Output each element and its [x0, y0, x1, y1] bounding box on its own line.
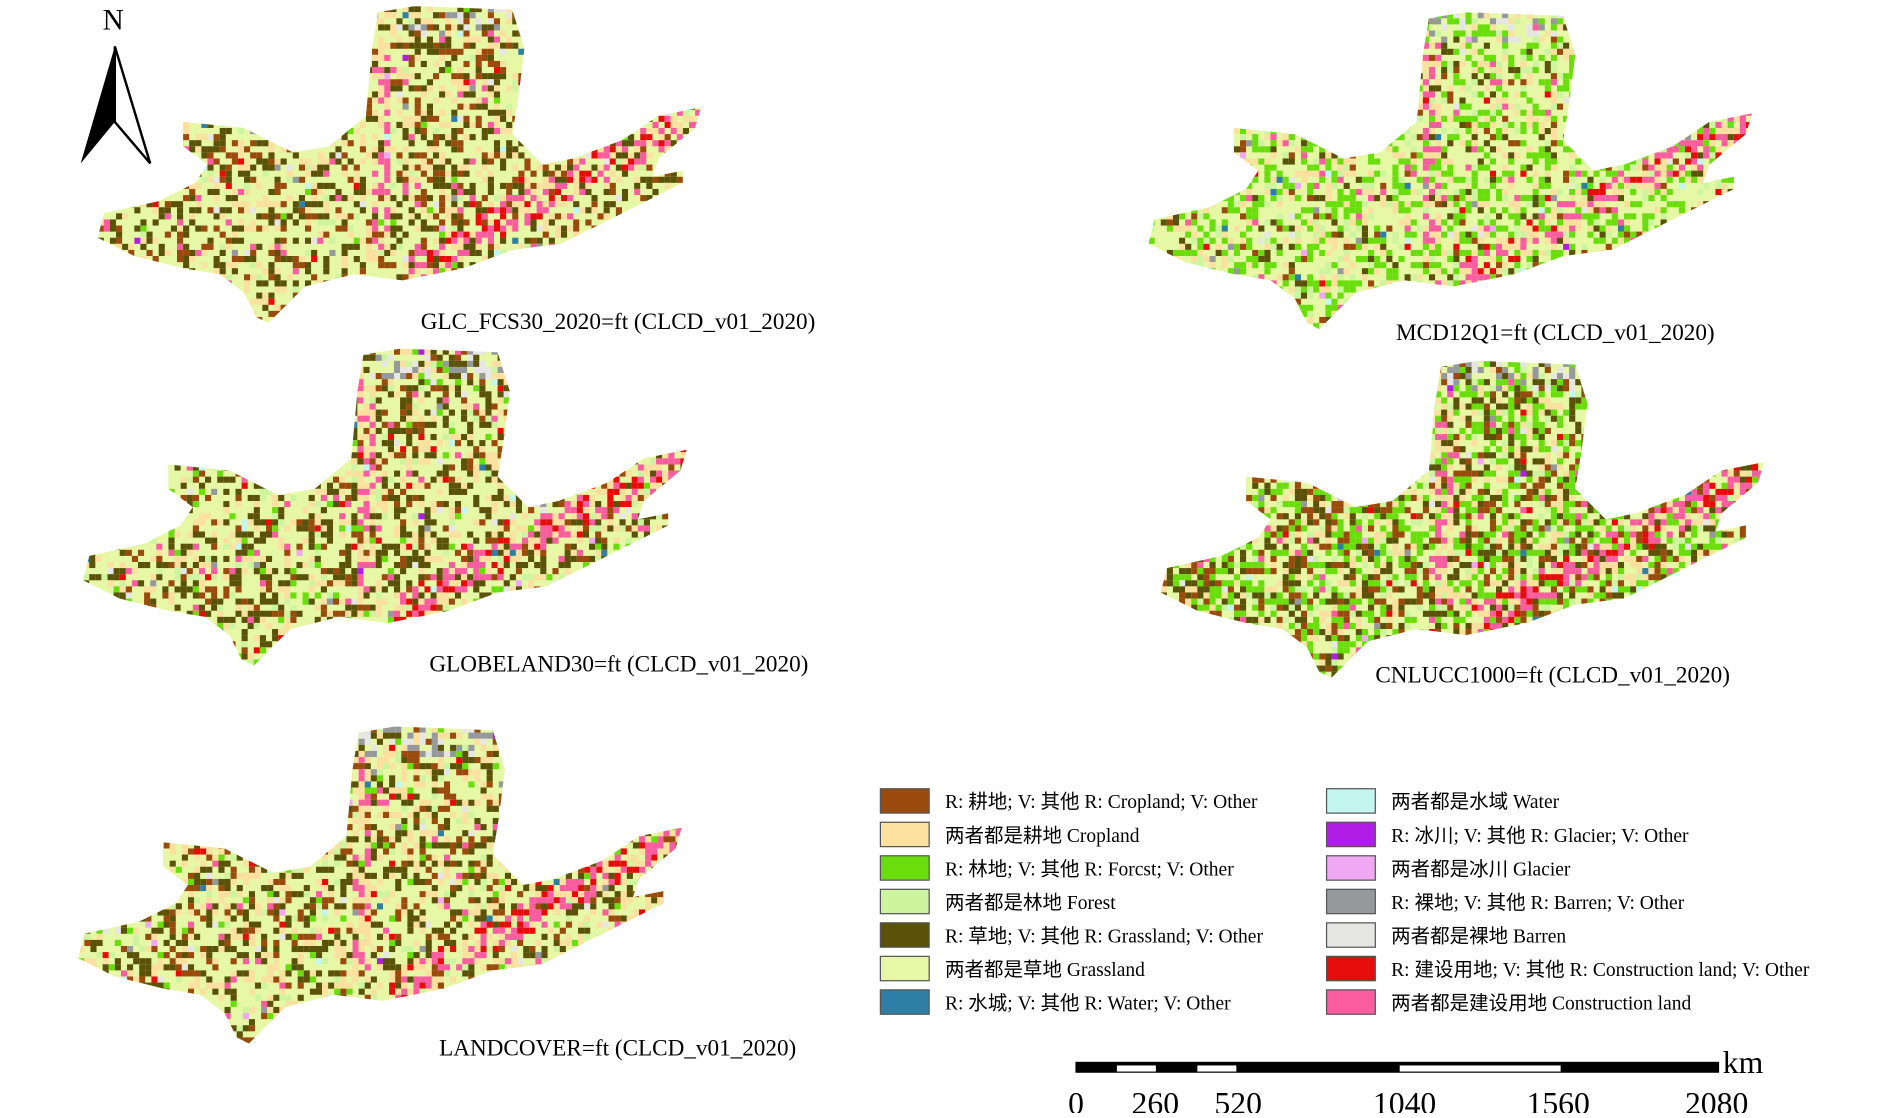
north-arrow: N	[80, 4, 152, 165]
legend-label: R: 建设用地; V: 其他 R: Construction land; V: …	[1391, 959, 1810, 981]
scale-bar: km 0 260 520 1040 1560 2080	[1068, 1045, 1764, 1118]
scale-tick: 0	[1068, 1086, 1084, 1113]
legend-swatch	[1325, 788, 1376, 814]
legend: R: 耕地; V: 其他 R: Cropland; V: Other 两者都是耕地…	[879, 788, 1810, 1015]
scale-unit: km	[1723, 1045, 1764, 1080]
legend-label: 两者都是冰川 Glacier	[1391, 858, 1571, 880]
legend-label: R: 耕地; V: 其他 R: Cropland; V: Other	[945, 791, 1258, 813]
legend-swatch	[879, 955, 930, 982]
legend-swatch	[879, 788, 930, 814]
map-label: MCD12Q1=ft (CLCD_v01_2020)	[1396, 320, 1715, 346]
legend-swatch	[879, 989, 930, 1015]
legend-label: 两者都是耕地 Cropland	[945, 825, 1140, 847]
legend-swatch	[1325, 888, 1376, 915]
legend-label: R: 裸地; V: 其他 R: Barren; V: Other	[1391, 892, 1685, 914]
scale-tick: 2080	[1685, 1086, 1748, 1113]
legend-swatch	[879, 855, 930, 881]
scale-tick: 260	[1132, 1086, 1180, 1113]
legend-label: 两者都是裸地 Barren	[1391, 925, 1566, 947]
map-raster	[1160, 360, 1765, 678]
legend-swatch	[1325, 855, 1376, 881]
map-raster	[1148, 12, 1753, 330]
map-label: LANDCOVER=ft (CLCD_v01_2020)	[439, 1036, 796, 1062]
map-glc: GLC_FCS30_2020=ft (CLCD_v01_2020)	[97, 6, 816, 335]
north-label: N	[103, 4, 124, 36]
north-arrow-right-icon	[113, 45, 152, 165]
legend-swatch	[1325, 989, 1376, 1015]
legend-swatch	[879, 922, 930, 948]
scale-bar-segment	[1116, 1065, 1156, 1072]
north-arrow-left-icon	[80, 46, 115, 164]
map-cnlucc: CNLUCC1000=ft (CLCD_v01_2020)	[1160, 360, 1765, 689]
map-globe: GLOBELAND30=ft (CLCD_v01_2020)	[83, 348, 808, 678]
map-label: GLOBELAND30=ft (CLCD_v01_2020)	[429, 652, 808, 678]
map-raster	[97, 6, 702, 324]
legend-label: 两者都是草地 Grassland	[945, 959, 1145, 981]
legend-label: 两者都是水域 Water	[1391, 791, 1559, 813]
legend-label: R: 草地; V: 其他 R: Grassland; V: Other	[945, 925, 1263, 947]
legend-swatch	[1325, 821, 1376, 848]
scale-bar-segment	[1399, 1065, 1561, 1072]
legend-label: R: 林地; V: 其他 R: Forcst; V: Other	[945, 858, 1234, 880]
legend-swatch	[1325, 922, 1376, 948]
legend-swatch	[879, 821, 930, 848]
scale-bar-body	[1075, 1061, 1720, 1073]
legend-swatch	[1325, 955, 1376, 982]
scale-bar-segment	[1197, 1065, 1237, 1072]
scale-tick: 520	[1214, 1086, 1262, 1113]
map-landcover: LANDCOVER=ft (CLCD_v01_2020)	[78, 726, 796, 1062]
map-mcd: MCD12Q1=ft (CLCD_v01_2020)	[1148, 12, 1753, 346]
legend-swatch	[879, 888, 930, 915]
legend-label: R: 冰川; V: 其他 R: Glacier; V: Other	[1391, 825, 1689, 847]
legend-label: R: 水城; V: 其他 R: Water; V: Other	[945, 992, 1231, 1014]
map-raster	[83, 348, 687, 666]
map-label: CNLUCC1000=ft (CLCD_v01_2020)	[1375, 663, 1730, 689]
map-raster	[78, 726, 682, 1044]
legend-label: 两者都是建设用地 Construction land	[1391, 992, 1691, 1014]
scale-tick: 1560	[1526, 1086, 1589, 1113]
map-label: GLC_FCS30_2020=ft (CLCD_v01_2020)	[421, 309, 816, 335]
legend-label: 两者都是林地 Forest	[945, 892, 1116, 914]
scale-tick: 1040	[1373, 1086, 1436, 1113]
